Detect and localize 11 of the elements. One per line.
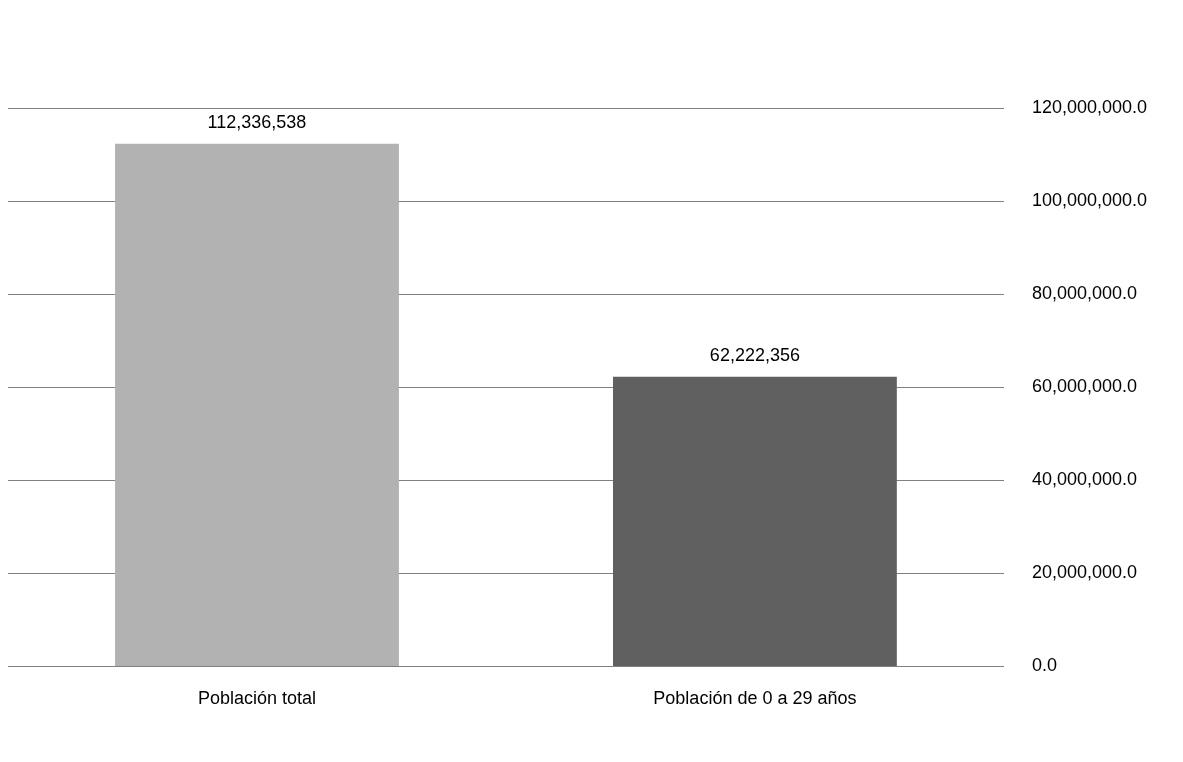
x-tick-label: Población de 0 a 29 años (653, 688, 857, 709)
y-tick-label: 20,000,000.0 (1031, 562, 1137, 583)
y-tick-label: 0.0 (1031, 655, 1057, 676)
y-tick-label: 60,000,000.0 (1031, 376, 1137, 397)
x-tick-label: Población total (197, 688, 317, 709)
y-tick-label: 40,000,000.0 (1031, 469, 1137, 490)
y-tick-label: 80,000,000.0 (1031, 283, 1137, 304)
y-tick-label: 120,000,000.0 (1031, 96, 1148, 117)
y-tick-label: 100,000,000.0 (1031, 190, 1148, 211)
data-label: 62,222,356 (709, 344, 800, 365)
data-label: 112,336,538 (207, 111, 307, 132)
